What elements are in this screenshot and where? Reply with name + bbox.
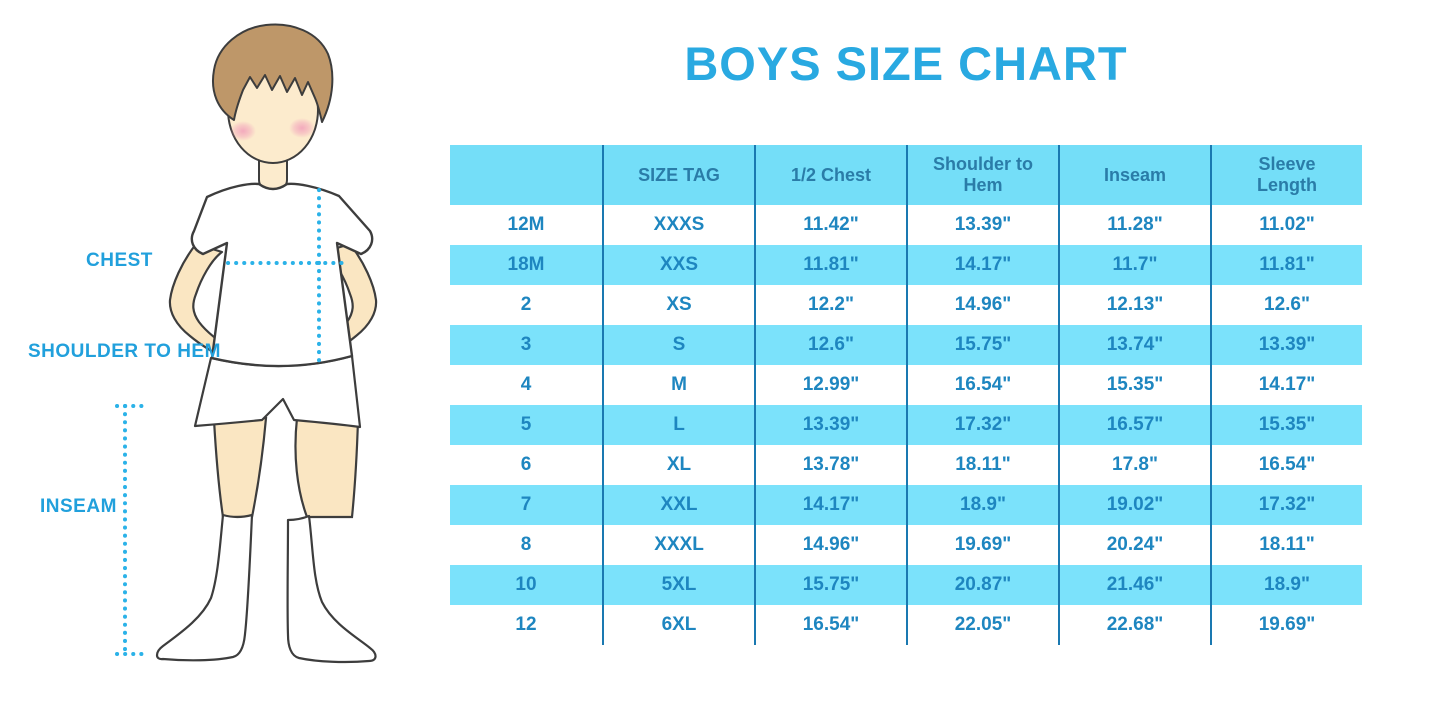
table-cell: 12.2" bbox=[754, 285, 906, 325]
table-cell: 18.11" bbox=[906, 445, 1058, 485]
table-cell: 13.39" bbox=[1210, 325, 1362, 365]
column-header: Inseam bbox=[1058, 145, 1210, 205]
page-title: BOYS SIZE CHART bbox=[684, 37, 1128, 90]
table-cell: 11.42" bbox=[754, 205, 906, 245]
table-cell: 11.81" bbox=[754, 245, 906, 285]
table-cell: 13.39" bbox=[754, 405, 906, 445]
boy-right-leg bbox=[294, 416, 360, 519]
table-cell: XXS bbox=[602, 245, 754, 285]
table-cell: 15.35" bbox=[1210, 405, 1362, 445]
table-cell: 17.8" bbox=[1058, 445, 1210, 485]
column-header: Sleeve Length bbox=[1210, 145, 1362, 205]
table-cell: 13.78" bbox=[754, 445, 906, 485]
row-size-label: 12M bbox=[450, 205, 602, 245]
table-cell: 14.17" bbox=[1210, 365, 1362, 405]
table-cell: 20.87" bbox=[906, 565, 1058, 605]
boy-measurement-illustration bbox=[115, 23, 378, 664]
boy-left-leg bbox=[212, 416, 268, 519]
table-cell: 18.11" bbox=[1210, 525, 1362, 565]
boy-hair bbox=[212, 23, 334, 123]
table-cell: 17.32" bbox=[906, 405, 1058, 445]
table-cell: 5XL bbox=[602, 565, 754, 605]
row-size-label: 10 bbox=[450, 565, 602, 605]
table-cell: 6XL bbox=[602, 605, 754, 645]
table-cell: 16.54" bbox=[754, 605, 906, 645]
column-header-blank bbox=[450, 145, 602, 205]
table-cell: M bbox=[602, 365, 754, 405]
column-header: 1/2 Chest bbox=[754, 145, 906, 205]
table-cell: XL bbox=[602, 445, 754, 485]
size-table: SIZE TAG 1/2 Chest Shoulder to Hem Inseam Sl… bbox=[450, 145, 1362, 645]
row-size-label: 3 bbox=[450, 325, 602, 365]
boy-blush-left bbox=[230, 121, 256, 141]
table-cell: 19.69" bbox=[906, 525, 1058, 565]
boy-blush-right bbox=[289, 118, 315, 138]
column-header: Shoulder to Hem bbox=[906, 145, 1058, 205]
row-size-label: 4 bbox=[450, 365, 602, 405]
table-cell: 11.7" bbox=[1058, 245, 1210, 285]
table-cell: 19.69" bbox=[1210, 605, 1362, 645]
row-size-label: 2 bbox=[450, 285, 602, 325]
table-cell: 15.35" bbox=[1058, 365, 1210, 405]
table-cell: 22.05" bbox=[906, 605, 1058, 645]
table-cell: 12.6" bbox=[754, 325, 906, 365]
table-cell: 16.57" bbox=[1058, 405, 1210, 445]
boy-tshirt bbox=[190, 182, 374, 368]
table-cell: 11.81" bbox=[1210, 245, 1362, 285]
table-cell: 12.13" bbox=[1058, 285, 1210, 325]
table-cell: L bbox=[602, 405, 754, 445]
table-cell: 20.24" bbox=[1058, 525, 1210, 565]
row-size-label: 5 bbox=[450, 405, 602, 445]
column-header: SIZE TAG bbox=[602, 145, 754, 205]
table-cell: 12.99" bbox=[754, 365, 906, 405]
table-cell: 15.75" bbox=[754, 565, 906, 605]
table-cell: 13.39" bbox=[906, 205, 1058, 245]
table-cell: 17.32" bbox=[1210, 485, 1362, 525]
chest-label: CHEST bbox=[86, 250, 153, 271]
table-cell: S bbox=[602, 325, 754, 365]
table-cell: XS bbox=[602, 285, 754, 325]
table-cell: 16.54" bbox=[906, 365, 1058, 405]
table-cell: 11.28" bbox=[1058, 205, 1210, 245]
table-cell: 13.74" bbox=[1058, 325, 1210, 365]
table-cell: 14.96" bbox=[906, 285, 1058, 325]
shoulder-to-hem-label: SHOULDER TO HEM bbox=[28, 341, 221, 362]
inseam-label: INSEAM bbox=[40, 496, 117, 517]
table-cell: 15.75" bbox=[906, 325, 1058, 365]
row-size-label: 8 bbox=[450, 525, 602, 565]
row-size-label: 18M bbox=[450, 245, 602, 285]
table-cell: 11.02" bbox=[1210, 205, 1362, 245]
table-cell: 18.9" bbox=[906, 485, 1058, 525]
row-size-label: 12 bbox=[450, 605, 602, 645]
table-cell: 19.02" bbox=[1058, 485, 1210, 525]
inseam-measure-line bbox=[115, 404, 145, 656]
table-cell: 12.6" bbox=[1210, 285, 1362, 325]
table-cell: 22.68" bbox=[1058, 605, 1210, 645]
table-cell: 14.17" bbox=[754, 485, 906, 525]
row-size-label: 6 bbox=[450, 445, 602, 485]
boy-right-sock bbox=[286, 514, 377, 664]
table-cell: 18.9" bbox=[1210, 565, 1362, 605]
table-cell: XXXL bbox=[602, 525, 754, 565]
table-cell: 14.17" bbox=[906, 245, 1058, 285]
table-cell: XXXS bbox=[602, 205, 754, 245]
row-size-label: 7 bbox=[450, 485, 602, 525]
table-cell: 21.46" bbox=[1058, 565, 1210, 605]
table-cell: 16.54" bbox=[1210, 445, 1362, 485]
boy-left-sock bbox=[155, 513, 254, 662]
table-cell: 14.96" bbox=[754, 525, 906, 565]
table-cell: XXL bbox=[602, 485, 754, 525]
